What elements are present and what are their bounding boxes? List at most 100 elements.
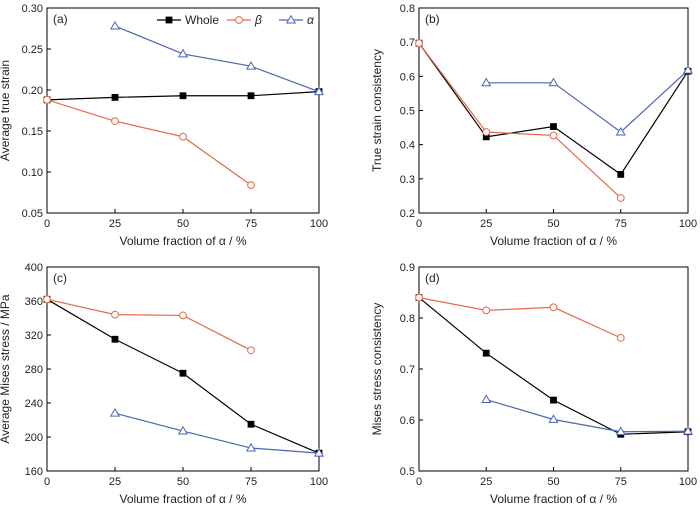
- panel-d-series-3-point: [615, 426, 626, 436]
- panel-a: 0 25 50 75 100 0.05 0.10 0.15 0.20 0.25 0.30 Volume…: [0, 3, 328, 248]
- panel-d-series-2-point: [549, 303, 558, 312]
- panel-a-y-tick-label: 0.15: [22, 126, 43, 138]
- panel-a-y-tick-label: 0.10: [22, 167, 43, 179]
- panel-b-series-3-point: [548, 77, 559, 87]
- panel-b-y-tick-label: 0.7: [400, 37, 415, 49]
- panel-d-frame: [418, 266, 689, 472]
- panel-a-series-2-line: [46, 99, 252, 186]
- panel-b-y-axis-label: True strain consistency: [370, 49, 384, 172]
- panel-c-y-tick-label: 200: [25, 432, 43, 444]
- panel-b-x-axis-label: Volume fraction of α / %: [490, 234, 617, 248]
- panel-a-y-tick-label: 0.20: [22, 85, 43, 97]
- panel-a-series-2-point: [111, 117, 119, 126]
- panel-d-series-3-line: [486, 399, 689, 433]
- panel-d-series-1-point: [550, 396, 557, 404]
- panel-b: 0 25 50 75 100 0.2 0.3 0.4 0.5 0.6 0.7 0.8 Volume fr…: [370, 3, 697, 248]
- panel-a-y-tick-label: 0.05: [22, 208, 43, 220]
- panel-b-series-1-point: [550, 123, 557, 130]
- panel-b-series-1-point: [617, 170, 625, 178]
- panel-d-series-1-line: [418, 297, 689, 435]
- panel-a-y-axis-label: Average true strain: [0, 60, 12, 161]
- legend-label-2: β: [254, 13, 262, 27]
- panel-c-y-tick-label: 280: [25, 364, 43, 376]
- panel-c-series-2-point: [111, 310, 119, 319]
- panel-d-x-tick-label: 75: [615, 476, 627, 488]
- panel-d-label: (d): [425, 271, 440, 285]
- panel-b-x-tick-label: 75: [615, 218, 627, 230]
- panel-c-series-3-point: [177, 425, 189, 435]
- panel-c-series-1-point: [111, 335, 119, 343]
- panel-d-x-axis-label: Volume fraction of α / %: [490, 492, 617, 506]
- panel-c-series-1-point: [179, 369, 187, 377]
- panel-d-series-3-point: [481, 394, 492, 404]
- panel-d-y-tick-label: 0.9: [400, 262, 415, 274]
- panel-c-y-axis-label: Average Mises stress / MPa: [0, 294, 12, 443]
- panel-a-series-1-point: [111, 93, 119, 101]
- panel-a-series-3-point: [313, 86, 325, 96]
- panel-b-label: (b): [425, 12, 440, 26]
- panel-d-series-2-point: [616, 333, 625, 342]
- panel-c-x-axis-label: Volume fraction of α / %: [120, 492, 247, 506]
- panel-b-y-tick-label: 0.5: [400, 106, 415, 118]
- panel-a-x-axis-label: Volume fraction of α / %: [120, 234, 247, 248]
- panel-c-x-tick-label: 75: [245, 476, 257, 488]
- panel-a-series-3-line: [114, 25, 320, 93]
- legend-marker-1: [165, 16, 173, 24]
- panel-d: 0 25 50 75 100 0.5 0.6 0.7 0.8 0.9 Volume fraction…: [370, 262, 697, 506]
- panel-c-series-3-line: [114, 412, 320, 454]
- panel-c-series-2-point: [247, 346, 255, 355]
- legend-label-1: Whole: [185, 13, 219, 27]
- panel-c-series-1-point: [247, 420, 255, 428]
- panel-a-series-3-point: [177, 48, 189, 58]
- panel-c-series-2-point: [179, 311, 187, 320]
- panel-c-series-3-point: [313, 447, 325, 457]
- panel-a-x-tick-label: 0: [44, 218, 50, 230]
- panel-b-series-2-line: [418, 42, 622, 199]
- panel-b-series-3-point: [481, 77, 492, 87]
- panel-c-series-3-point: [109, 408, 121, 417]
- panel-a-series-2-point: [247, 181, 255, 190]
- panel-a-series-2-point: [179, 132, 187, 141]
- panel-b-y-tick-label: 0.2: [400, 208, 415, 220]
- legend-marker-2: [235, 16, 243, 24]
- panel-b-series-3-point: [682, 64, 694, 74]
- panel-b-y-tick-label: 0.3: [400, 174, 415, 186]
- panel-b-frame: [418, 7, 689, 214]
- panel-b-y-tick-label: 0.4: [400, 140, 415, 152]
- panel-b-y-tick-label: 0.6: [400, 71, 415, 83]
- panel-b-x-tick-label: 50: [547, 218, 559, 230]
- panel-d-y-tick-label: 0.8: [400, 313, 415, 325]
- panel-b-y-tick-label: 0.8: [400, 3, 415, 15]
- panel-c-x-tick-label: 0: [44, 476, 50, 488]
- panel-d-series-1-point: [482, 349, 490, 357]
- panel-a-frame: [46, 7, 320, 214]
- panel-d-y-tick-label: 0.6: [400, 415, 415, 427]
- panel-c-y-tick-label: 240: [25, 398, 43, 410]
- panel-c-series-3-point: [245, 442, 257, 452]
- panel-b-series-3-line: [486, 69, 689, 133]
- panel-a-series-3-point: [109, 20, 121, 30]
- panel-d-x-tick-label: 100: [679, 476, 697, 488]
- panel-a-series-1-point: [179, 92, 187, 100]
- panel-b-x-tick-label: 100: [679, 218, 697, 230]
- panel-a-series-3-point: [245, 61, 257, 70]
- panel-d-x-tick-label: 25: [480, 476, 492, 488]
- panel-a-y-tick-label: 0.30: [22, 3, 43, 15]
- panel-a-x-tick-label: 50: [177, 218, 189, 230]
- panel-a-x-tick-label: 75: [245, 218, 257, 230]
- legend-label-3: α: [307, 13, 315, 27]
- panel-a-x-tick-label: 25: [109, 218, 121, 230]
- panel-c-series-2-point: [43, 295, 51, 304]
- panel-a-x-tick-label: 100: [310, 218, 328, 230]
- panel-b-x-tick-label: 0: [416, 218, 422, 230]
- panel-d-series-3-point: [682, 426, 694, 435]
- panel-d-series-3-point: [548, 414, 559, 423]
- panel-a-label: (a): [53, 12, 68, 26]
- panel-b-series-2-point: [616, 194, 625, 202]
- panel-a-legend: Whole β α: [157, 13, 315, 27]
- panel-c-frame: [46, 266, 320, 472]
- panel-c: 0 25 50 75 100 160 200 240 280 320 360 400 Volume fr…: [0, 262, 328, 506]
- panel-c-series-2-line: [46, 298, 252, 351]
